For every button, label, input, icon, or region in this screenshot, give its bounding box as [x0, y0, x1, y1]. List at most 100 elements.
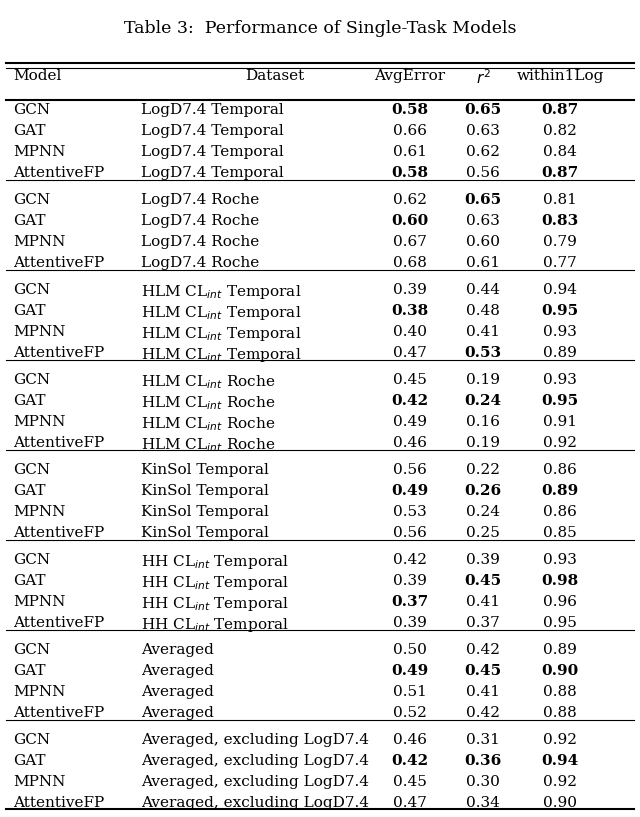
- Text: 0.66: 0.66: [392, 124, 427, 138]
- Text: GAT: GAT: [13, 124, 45, 138]
- Text: 0.84: 0.84: [543, 145, 577, 159]
- Text: AttentiveFP: AttentiveFP: [13, 346, 104, 360]
- Text: LogD7.4 Roche: LogD7.4 Roche: [141, 235, 259, 249]
- Text: 0.53: 0.53: [465, 346, 502, 360]
- Text: 0.56: 0.56: [393, 526, 426, 540]
- Text: AttentiveFP: AttentiveFP: [13, 526, 104, 540]
- Text: 0.42: 0.42: [391, 754, 428, 768]
- Text: 0.95: 0.95: [543, 616, 577, 631]
- Text: HLM CL$_{int}$ Temporal: HLM CL$_{int}$ Temporal: [141, 283, 301, 301]
- Text: HH CL$_{int}$ Temporal: HH CL$_{int}$ Temporal: [141, 596, 289, 614]
- Text: HH CL$_{int}$ Temporal: HH CL$_{int}$ Temporal: [141, 616, 289, 634]
- Text: 0.68: 0.68: [393, 257, 426, 270]
- Text: 0.89: 0.89: [543, 346, 577, 360]
- Text: GCN: GCN: [13, 283, 50, 297]
- Text: 0.79: 0.79: [543, 235, 577, 249]
- Text: 0.26: 0.26: [465, 484, 502, 498]
- Text: GAT: GAT: [13, 664, 45, 678]
- Text: 0.56: 0.56: [467, 166, 500, 181]
- Text: GCN: GCN: [13, 463, 50, 477]
- Text: AttentiveFP: AttentiveFP: [13, 166, 104, 181]
- Text: 0.58: 0.58: [391, 166, 428, 181]
- Text: 0.63: 0.63: [467, 124, 500, 138]
- Text: 0.88: 0.88: [543, 685, 577, 699]
- Text: GCN: GCN: [13, 643, 50, 657]
- Text: 0.47: 0.47: [393, 797, 426, 810]
- Text: 0.47: 0.47: [393, 346, 426, 360]
- Text: 0.45: 0.45: [465, 574, 502, 588]
- Text: 0.86: 0.86: [543, 463, 577, 477]
- Text: 0.92: 0.92: [543, 436, 577, 450]
- Text: 0.45: 0.45: [393, 373, 426, 387]
- Text: 0.39: 0.39: [393, 574, 426, 588]
- Text: 0.41: 0.41: [466, 325, 500, 339]
- Text: Model: Model: [13, 69, 61, 83]
- Text: 0.37: 0.37: [391, 596, 428, 609]
- Text: Table 3:  Performance of Single-Task Models: Table 3: Performance of Single-Task Mode…: [124, 20, 516, 38]
- Text: GCN: GCN: [13, 373, 50, 387]
- Text: 0.87: 0.87: [541, 103, 579, 117]
- Text: MPNN: MPNN: [13, 685, 65, 699]
- Text: LogD7.4 Roche: LogD7.4 Roche: [141, 214, 259, 228]
- Text: 0.56: 0.56: [393, 463, 426, 477]
- Text: 0.34: 0.34: [467, 797, 500, 810]
- Text: 0.61: 0.61: [392, 145, 427, 159]
- Text: 0.87: 0.87: [541, 166, 579, 181]
- Text: Averaged, excluding LogD7.4: Averaged, excluding LogD7.4: [141, 733, 369, 748]
- Text: 0.41: 0.41: [466, 685, 500, 699]
- Text: 0.62: 0.62: [392, 193, 427, 207]
- Text: 0.95: 0.95: [541, 304, 579, 318]
- Text: 0.83: 0.83: [541, 214, 579, 228]
- Text: 0.48: 0.48: [467, 304, 500, 318]
- Text: 0.77: 0.77: [543, 257, 577, 270]
- Text: Averaged, excluding LogD7.4: Averaged, excluding LogD7.4: [141, 775, 369, 789]
- Text: KinSol Temporal: KinSol Temporal: [141, 484, 269, 498]
- Text: GCN: GCN: [13, 553, 50, 567]
- Text: MPNN: MPNN: [13, 596, 65, 609]
- Text: 0.49: 0.49: [392, 415, 427, 429]
- Text: LogD7.4 Roche: LogD7.4 Roche: [141, 257, 259, 270]
- Text: Averaged, excluding LogD7.4: Averaged, excluding LogD7.4: [141, 797, 369, 810]
- Text: Dataset: Dataset: [246, 69, 305, 83]
- Text: LogD7.4 Temporal: LogD7.4 Temporal: [141, 124, 284, 138]
- Text: 0.31: 0.31: [467, 733, 500, 748]
- Text: 0.42: 0.42: [391, 394, 428, 408]
- Text: HLM CL$_{int}$ Temporal: HLM CL$_{int}$ Temporal: [141, 346, 301, 364]
- Text: 0.24: 0.24: [466, 505, 500, 520]
- Text: Averaged: Averaged: [141, 707, 214, 721]
- Text: GAT: GAT: [13, 574, 45, 588]
- Text: 0.50: 0.50: [393, 643, 426, 657]
- Text: 0.63: 0.63: [467, 214, 500, 228]
- Text: $r^2$: $r^2$: [476, 69, 491, 87]
- Text: KinSol Temporal: KinSol Temporal: [141, 505, 269, 520]
- Text: LogD7.4 Roche: LogD7.4 Roche: [141, 193, 259, 207]
- Text: 0.60: 0.60: [391, 214, 428, 228]
- Text: 0.25: 0.25: [467, 526, 500, 540]
- Text: 0.24: 0.24: [465, 394, 502, 408]
- Text: 0.38: 0.38: [391, 304, 428, 318]
- Text: 0.92: 0.92: [543, 733, 577, 748]
- Text: 0.37: 0.37: [467, 616, 500, 631]
- Text: GAT: GAT: [13, 484, 45, 498]
- Text: Averaged, excluding LogD7.4: Averaged, excluding LogD7.4: [141, 754, 369, 768]
- Text: 0.96: 0.96: [543, 596, 577, 609]
- Text: 0.49: 0.49: [391, 664, 428, 678]
- Text: 0.45: 0.45: [465, 664, 502, 678]
- Text: AttentiveFP: AttentiveFP: [13, 436, 104, 450]
- Text: LogD7.4 Temporal: LogD7.4 Temporal: [141, 103, 284, 117]
- Text: 0.42: 0.42: [466, 643, 500, 657]
- Text: 0.92: 0.92: [543, 775, 577, 789]
- Text: HLM CL$_{int}$ Temporal: HLM CL$_{int}$ Temporal: [141, 325, 301, 343]
- Text: 0.46: 0.46: [392, 733, 427, 748]
- Text: 0.53: 0.53: [393, 505, 426, 520]
- Text: HLM CL$_{int}$ Roche: HLM CL$_{int}$ Roche: [141, 373, 275, 391]
- Text: AvgError: AvgError: [374, 69, 445, 83]
- Text: LogD7.4 Temporal: LogD7.4 Temporal: [141, 166, 284, 181]
- Text: 0.49: 0.49: [391, 484, 428, 498]
- Text: LogD7.4 Temporal: LogD7.4 Temporal: [141, 145, 284, 159]
- Text: 0.36: 0.36: [465, 754, 502, 768]
- Text: MPNN: MPNN: [13, 145, 65, 159]
- Text: 0.65: 0.65: [465, 103, 502, 117]
- Text: 0.30: 0.30: [467, 775, 500, 789]
- Text: HH CL$_{int}$ Temporal: HH CL$_{int}$ Temporal: [141, 574, 289, 592]
